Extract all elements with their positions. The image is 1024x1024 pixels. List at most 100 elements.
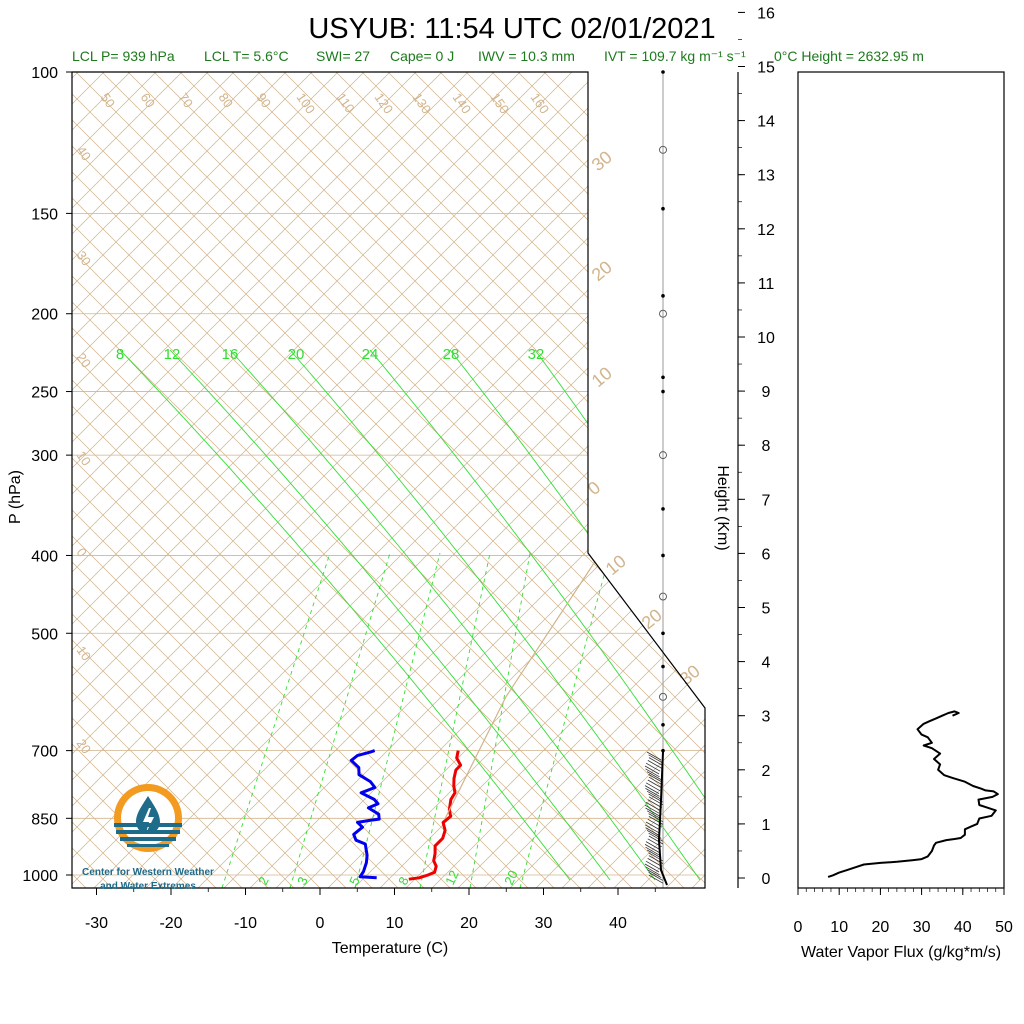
dry-adiabat-line	[0, 0, 8, 888]
isotherm-line	[952, 0, 1024, 888]
mixing-ratio-top-label: 32	[528, 346, 545, 363]
wind-calm-circle	[659, 451, 667, 460]
wind-barb-stem	[657, 751, 668, 886]
dry-adiabat-line	[251, 72, 705, 888]
logo-wave-1	[114, 823, 182, 827]
dry-adiabat-line	[72, 72, 503, 888]
wind-level-dot	[661, 389, 665, 394]
height-tick-label: 9	[762, 384, 771, 401]
iwv-value: IWV = 10.3 mm	[478, 48, 575, 64]
height-tick-label: 13	[757, 168, 775, 185]
dry-adiabat-line	[72, 72, 705, 888]
lcl-pressure: LCL P= 939 hPa	[72, 48, 175, 64]
isotherm-line	[665, 72, 705, 888]
isotherm-right-label: 30	[588, 147, 616, 175]
wind-barb	[644, 844, 660, 853]
dry-adiabat-line	[72, 72, 347, 888]
isotherm-line	[822, 0, 1024, 888]
height-tick-label: 5	[762, 601, 771, 618]
isotherm-right-label: 10	[588, 363, 616, 391]
dry-adiabat-label: 90	[254, 90, 275, 110]
isotherm-line	[72, 72, 137, 888]
isotherm-line	[379, 72, 705, 888]
isotherm-line	[509, 72, 705, 888]
height-tick-label: 12	[757, 222, 775, 239]
dry-adiabat-line	[72, 72, 477, 888]
wind-barb	[648, 872, 663, 881]
wind-calm-circle	[659, 692, 667, 701]
height-tick-label: 16	[757, 5, 775, 22]
isotherm-line	[874, 0, 1024, 888]
pressure-tick-label: 100	[31, 65, 58, 82]
wind-barb	[644, 804, 660, 814]
dry-adiabat-line	[433, 72, 705, 888]
isotherm-line	[72, 72, 397, 888]
dry-adiabat-line	[355, 72, 705, 888]
isotherm-right-label: 10	[602, 551, 630, 579]
wind-barb	[646, 771, 662, 780]
dry-adiabat-label: 130	[410, 90, 435, 116]
dry-adiabat-line	[72, 72, 451, 888]
dry-adiabat-line	[72, 72, 633, 888]
pressure-tick-label: 850	[31, 811, 58, 828]
mixing-ratio-dashed	[419, 552, 491, 888]
wind-barb	[648, 832, 663, 842]
dry-adiabat-line	[72, 72, 139, 888]
isotherm-line	[93, 72, 705, 888]
dry-adiabat-line	[173, 72, 705, 888]
dry-adiabat-line	[225, 72, 705, 888]
wind-barb	[646, 751, 662, 761]
isotherm-line	[744, 0, 1024, 888]
temperature-tick-label: 10	[386, 915, 404, 932]
dry-adiabat-line	[95, 72, 705, 888]
wind-barb	[645, 827, 660, 836]
theta-left-label: 30	[74, 248, 95, 268]
dry-adiabat-label: 50	[98, 90, 119, 110]
wind-barb	[645, 782, 661, 792]
dry-adiabat-line	[277, 72, 705, 888]
theta-left-label: 10	[74, 643, 95, 663]
flux-x-tick-label: 0	[794, 919, 803, 936]
isotherm-line	[561, 72, 705, 888]
theta-left-label: 20	[74, 350, 95, 370]
wind-barb	[645, 762, 661, 772]
mixing-ratio-line	[369, 349, 705, 881]
height-tick-label: 15	[757, 60, 775, 77]
isotherm-line	[72, 72, 683, 888]
wind-barb	[645, 866, 660, 876]
flux-x-tick-label: 20	[872, 919, 890, 936]
wind-barb	[648, 774, 663, 783]
dry-adiabat-line	[199, 72, 705, 888]
wind-barb	[648, 754, 663, 764]
wind-barb	[647, 869, 662, 878]
wind-barb	[645, 788, 660, 797]
pressure-tick-label: 300	[31, 448, 58, 465]
flux-panel-frame	[797, 71, 1005, 889]
height-axis-label: Height (Km)	[714, 465, 731, 550]
chart-subtitle: LCL P= 939 hPa LCL T= 5.6°C SWI= 27 Cape…	[72, 48, 924, 64]
isotherm-line	[0, 0, 6, 888]
dry-adiabat-line	[72, 72, 373, 888]
temperature-tick-label: -10	[234, 915, 257, 932]
mixing-ratio-bottom-label: 8	[395, 874, 412, 887]
swi-value: SWI= 27	[316, 48, 370, 64]
isotherm-line	[535, 72, 705, 888]
isotherm-line	[72, 72, 579, 888]
isotherm-line	[249, 72, 705, 888]
height-tick-label: 11	[758, 276, 775, 293]
dewpoint-line	[349, 749, 381, 880]
wind-barb	[644, 863, 660, 873]
isotherm-line	[431, 72, 705, 888]
wind-barb	[645, 846, 660, 856]
lcl-temperature: LCL T= 5.6°C	[204, 48, 289, 64]
isotherm-line	[353, 72, 705, 888]
mixing-ratio-dashed	[354, 552, 441, 888]
isotherm-line	[691, 72, 705, 888]
dry-adiabat-line	[407, 72, 705, 888]
isotherm-right-label: 20	[588, 257, 616, 285]
dry-adiabat-line	[303, 72, 705, 888]
theta-left-label: 10	[74, 448, 95, 468]
isotherm-line	[405, 72, 705, 888]
